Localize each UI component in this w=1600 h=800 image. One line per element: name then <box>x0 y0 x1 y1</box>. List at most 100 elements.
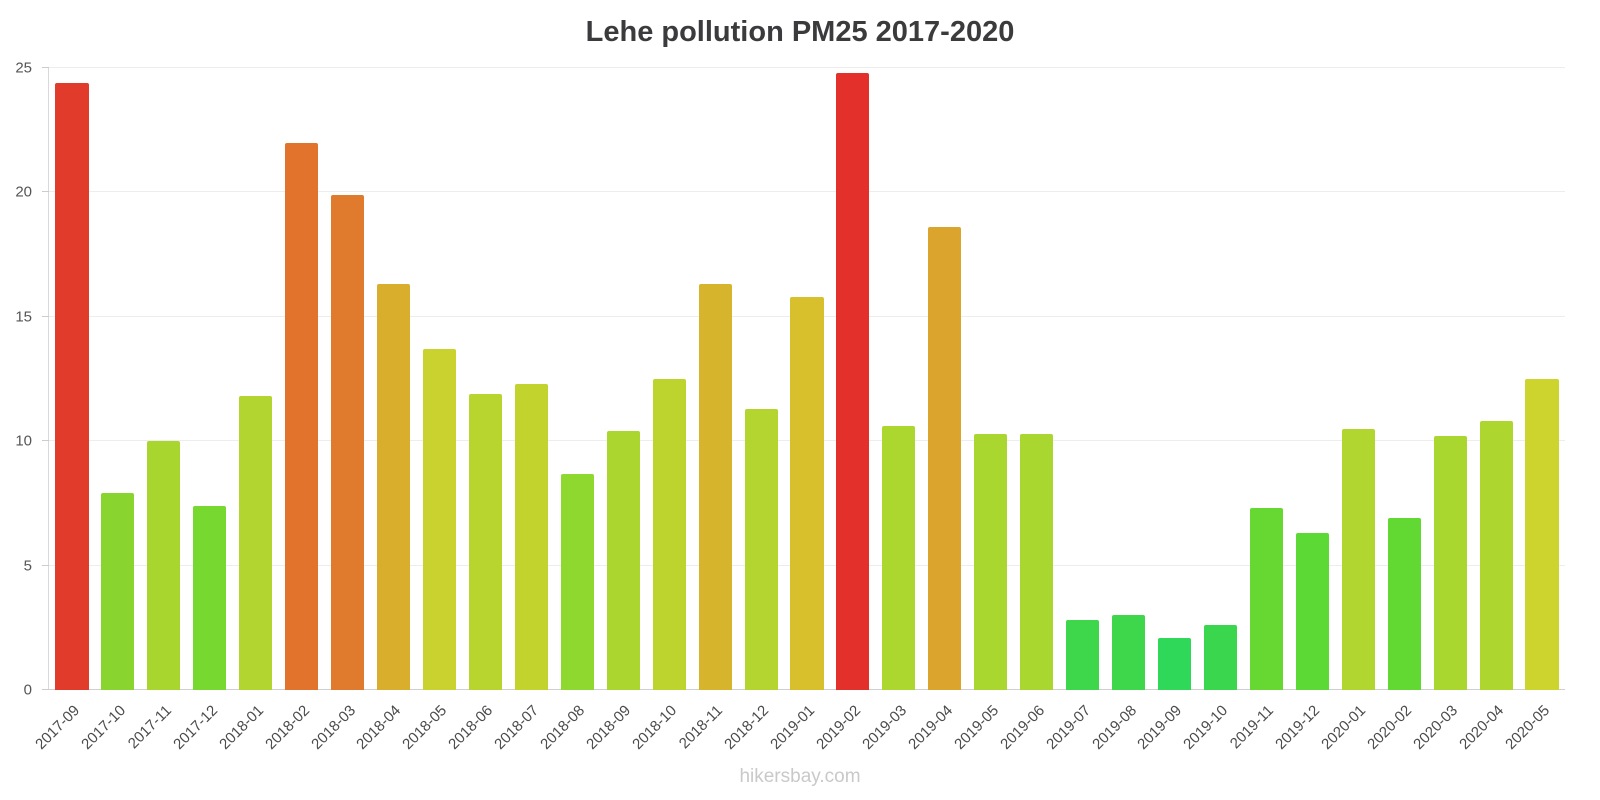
bar-slot <box>187 68 233 690</box>
x-tick-label: 2019-11 <box>1227 702 1278 753</box>
y-tick-mark <box>42 315 49 317</box>
y-tick-mark <box>42 67 49 68</box>
y-axis: 0 5 10 15 20 25 <box>0 60 40 699</box>
x-tick-label: 2018-05 <box>399 702 451 753</box>
bar-slot <box>554 68 600 690</box>
bar[interactable] <box>744 408 778 690</box>
bar[interactable] <box>147 441 181 690</box>
bar-slot <box>968 68 1014 690</box>
x-tick-label: 2019-04 <box>904 702 956 753</box>
x-tick-label: 2019-07 <box>1042 702 1094 753</box>
chart-title: Lehe pollution PM25 2017-2020 <box>585 16 1015 48</box>
bar[interactable] <box>1387 518 1421 690</box>
x-tick-label: 2019-12 <box>1272 702 1324 753</box>
bar-slot <box>1060 68 1106 690</box>
bar[interactable] <box>101 493 135 690</box>
x-tick-label: 2017-12 <box>169 702 221 753</box>
x-tick-label: 2020-02 <box>1364 702 1416 753</box>
bar[interactable] <box>285 142 319 690</box>
y-tick-label: 0 <box>23 681 32 699</box>
bar[interactable] <box>1341 428 1375 690</box>
bar[interactable] <box>1203 625 1237 690</box>
bar[interactable] <box>239 396 273 690</box>
bar[interactable] <box>193 505 227 690</box>
bar[interactable] <box>560 473 594 690</box>
bars-container <box>49 68 1565 690</box>
bar[interactable] <box>1433 436 1467 690</box>
x-tick-label: 2018-12 <box>721 702 773 753</box>
bar[interactable] <box>377 284 411 690</box>
bar[interactable] <box>606 431 640 690</box>
x-tick-label: 2020-04 <box>1456 702 1508 753</box>
bar[interactable] <box>331 194 365 690</box>
x-tick-label: 2018-07 <box>491 702 543 753</box>
gridline <box>49 67 1565 68</box>
x-tick-label: 2017-09 <box>32 702 83 753</box>
watermark-text: hikersbay.com <box>739 766 861 787</box>
bar[interactable] <box>652 379 686 690</box>
y-tick-label: 5 <box>23 557 32 575</box>
bar[interactable] <box>836 72 870 690</box>
x-tick-label: 2018-06 <box>445 702 497 753</box>
bar[interactable] <box>422 349 456 690</box>
bar-slot <box>830 68 876 690</box>
bar-slot <box>876 68 922 690</box>
x-tick-label: 2019-06 <box>996 702 1048 753</box>
bar-slot <box>1152 68 1198 690</box>
x-tick-label: 2020-03 <box>1410 702 1462 753</box>
bar-slot <box>371 68 417 690</box>
bar[interactable] <box>55 82 89 690</box>
bar[interactable] <box>1525 379 1559 690</box>
bar[interactable] <box>1479 421 1513 690</box>
bar-slot <box>1381 68 1427 690</box>
bar[interactable] <box>514 383 548 690</box>
bar-slot <box>1473 68 1519 690</box>
x-tick-label: 2019-01 <box>767 702 819 753</box>
bar-slot <box>1427 68 1473 690</box>
x-tick-label: 2019-03 <box>858 702 910 753</box>
bar-slot <box>279 68 325 690</box>
bar[interactable] <box>468 393 502 690</box>
bar[interactable] <box>790 296 824 690</box>
y-tick-mark <box>42 689 49 690</box>
bar[interactable] <box>1020 433 1054 690</box>
x-tick-label: 2019-05 <box>950 702 1002 753</box>
gridline <box>49 191 1565 193</box>
bar-slot <box>417 68 463 690</box>
bar-slot <box>1106 68 1152 690</box>
x-tick-label: 2020-05 <box>1502 702 1554 753</box>
bar-slot <box>49 68 95 690</box>
bar[interactable] <box>928 227 962 690</box>
x-tick-label: 2019-08 <box>1088 702 1140 753</box>
bar-slot <box>508 68 554 690</box>
y-tick-label: 15 <box>15 308 32 326</box>
x-tick-label: 2018-03 <box>307 702 359 753</box>
bar[interactable] <box>974 433 1008 690</box>
x-tick-label: 2018-10 <box>629 702 681 753</box>
y-tick-label: 10 <box>15 432 32 450</box>
bar[interactable] <box>1249 508 1283 690</box>
plot-area <box>42 67 1565 690</box>
x-tick-label: 2018-09 <box>583 702 635 753</box>
bar-slot <box>141 68 187 690</box>
bar-slot <box>784 68 830 690</box>
y-tick-label: 20 <box>15 183 32 201</box>
y-tick-mark <box>42 191 49 193</box>
bar[interactable] <box>1157 637 1191 690</box>
bar[interactable] <box>698 284 732 690</box>
bar-slot <box>922 68 968 690</box>
bar-slot <box>646 68 692 690</box>
x-tick-label: 2018-01 <box>215 702 267 753</box>
bar-slot <box>692 68 738 690</box>
bar-slot <box>325 68 371 690</box>
x-tick-label: 2017-10 <box>77 702 129 753</box>
bar[interactable] <box>1112 615 1146 690</box>
bar-slot <box>1197 68 1243 690</box>
bar[interactable] <box>1066 620 1100 690</box>
bar[interactable] <box>882 426 916 690</box>
x-tick-label: 2017-11 <box>124 702 175 753</box>
y-tick-mark <box>42 564 49 566</box>
x-tick-label: 2019-02 <box>813 702 864 753</box>
bar[interactable] <box>1295 533 1329 690</box>
